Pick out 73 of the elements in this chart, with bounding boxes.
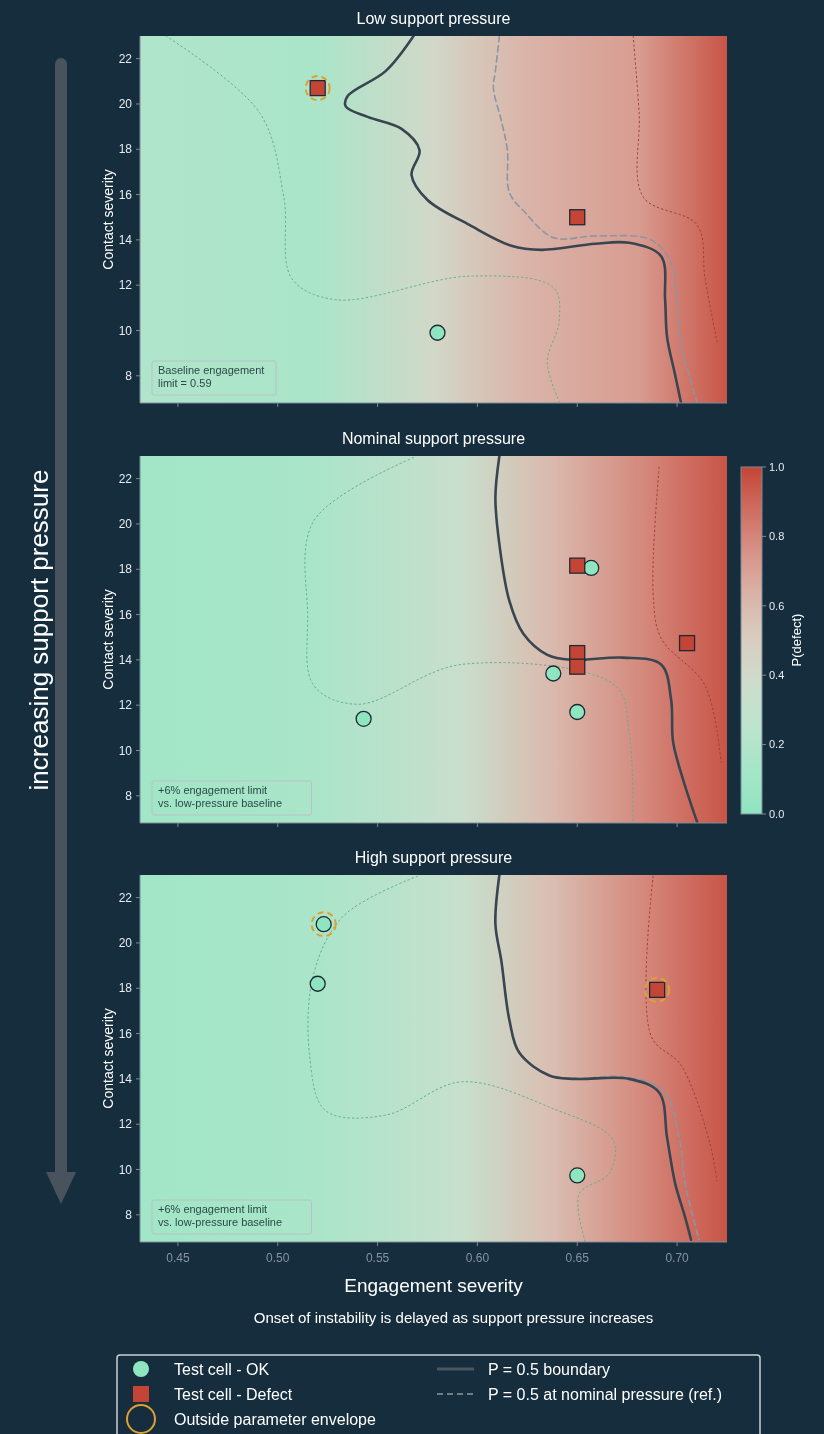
- y-tick-label: 20: [118, 97, 133, 112]
- x-tick-label: 0.50: [266, 1251, 290, 1265]
- y-tick-label: 18: [118, 142, 133, 157]
- y-tick-label: 12: [118, 698, 133, 713]
- point: [355, 710, 372, 727]
- y-tick-label: 16: [118, 1026, 133, 1041]
- text: Onset of instability is delayed as support pressure increases: [253, 1309, 654, 1326]
- color-bar-label: 0.0: [769, 807, 785, 820]
- legend-label: Test cell - Defect: [174, 1385, 293, 1403]
- line-series: [652, 466, 722, 763]
- point: [678, 634, 696, 652]
- annotation: Baseline engagement limit = 0.59: [158, 364, 265, 389]
- y-tick-label: 20: [118, 517, 133, 532]
- y-tick-label: 10: [118, 323, 133, 338]
- x-tick-label: 0.60: [465, 1251, 490, 1265]
- y-tick-label: 18: [118, 562, 133, 577]
- color-bar-title: P(defect): [789, 613, 804, 667]
- legend-label: P = 0.5 boundary: [488, 1360, 611, 1378]
- chart-title: Low support pressure: [356, 10, 511, 27]
- point: [429, 324, 446, 341]
- line-series: [492, 36, 698, 403]
- point: [644, 976, 671, 1003]
- y-tick-label: 12: [118, 278, 133, 293]
- y-tick-label: 10: [118, 1162, 133, 1177]
- chart-title: High support pressure: [354, 849, 513, 866]
- point: [309, 975, 326, 992]
- color-bar-label: 0.4: [769, 669, 785, 682]
- y-tick-label: 14: [118, 1072, 133, 1087]
- x-tick-label: 0.55: [365, 1251, 390, 1265]
- point: [569, 209, 586, 226]
- y-tick-label: 14: [118, 233, 133, 248]
- color-bar-label: 0.8: [769, 530, 785, 543]
- x-tick-label: 0.70: [665, 1251, 690, 1265]
- y-tick-label: 20: [118, 936, 133, 951]
- color-bar-label: 0.6: [769, 599, 785, 612]
- legend-label: P = 0.5 at nominal pressure (ref.): [488, 1385, 723, 1403]
- y-tick-label: 22: [118, 51, 133, 66]
- y-tick-label: 8: [125, 369, 133, 384]
- x-axis-title: Engagement severity: [344, 1275, 524, 1296]
- legend-label: Test cell - OK: [174, 1360, 270, 1378]
- y-tick-label: 18: [118, 981, 133, 996]
- point: [545, 665, 562, 682]
- color-bar-label: 0.2: [769, 738, 785, 751]
- x-tick-label: 0.65: [565, 1251, 590, 1265]
- y-tick-label: 14: [118, 653, 133, 668]
- y-axis-title: Contact severity: [100, 1008, 116, 1109]
- y-axis-title: Contact severity: [100, 589, 116, 690]
- point: [310, 911, 337, 938]
- point: [569, 557, 586, 574]
- text: increasing support pressure: [24, 469, 54, 791]
- annotation: +6% engagement limit vs. low-pressure baseline: [158, 1203, 283, 1228]
- y-tick-label: 10: [118, 743, 133, 758]
- x-tick-label: 0.45: [166, 1251, 190, 1265]
- y-tick-label: 22: [118, 471, 133, 486]
- y-tick-label: 8: [125, 789, 133, 804]
- legend-label: Outside parameter envelope: [174, 1410, 376, 1428]
- annotation: +6% engagement limit vs. low-pressure baseline: [158, 784, 283, 809]
- y-tick-label: 16: [118, 607, 133, 622]
- y-axis-title: Contact severity: [100, 169, 116, 270]
- y-tick-label: 8: [125, 1208, 133, 1223]
- line-series: [632, 36, 718, 343]
- point: [569, 1167, 586, 1184]
- point: [569, 658, 586, 675]
- point: [304, 75, 331, 102]
- y-tick-label: 22: [118, 890, 133, 905]
- line-series: [494, 456, 699, 823]
- point: [583, 559, 600, 577]
- line-series: [344, 36, 683, 403]
- point: [569, 703, 586, 721]
- chart-title: Nominal support pressure: [341, 430, 526, 447]
- y-tick-label: 16: [118, 187, 133, 202]
- y-tick-label: 12: [118, 1117, 133, 1132]
- color-bar-label: 1.0: [769, 460, 785, 473]
